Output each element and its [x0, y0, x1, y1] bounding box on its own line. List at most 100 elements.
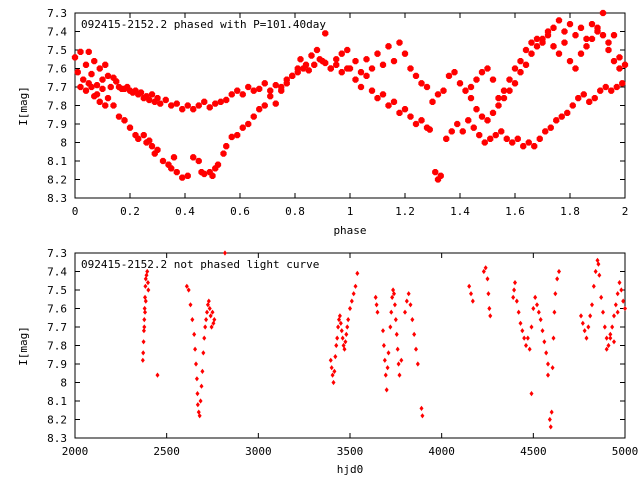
phased-data-point	[311, 61, 318, 68]
phased-x-tick-label: 0.8	[285, 205, 305, 218]
phased-data-point	[96, 65, 103, 72]
unphased-data-point	[141, 328, 146, 334]
phased-data-point	[572, 65, 579, 72]
phased-data-point	[261, 102, 268, 109]
phased-data-point	[385, 43, 392, 50]
phased-data-point	[407, 65, 414, 72]
phased-data-point	[214, 161, 222, 168]
phased-data-point	[528, 39, 535, 46]
phased-data-point	[154, 146, 161, 154]
unphased-data-point	[328, 357, 333, 363]
unphased-data-point	[588, 313, 593, 319]
phased-data-point	[173, 100, 180, 107]
unphased-x-tick-label: 2500	[153, 445, 180, 458]
phased-data-point	[159, 157, 167, 165]
unphased-data-point	[332, 368, 337, 374]
phased-data-point	[234, 131, 241, 139]
phased-data-point	[245, 83, 252, 91]
unphased-data-point	[419, 405, 424, 411]
unphased-data-point	[381, 328, 385, 334]
phased-data-point	[561, 28, 568, 35]
phased-data-point	[467, 94, 475, 102]
phased-data-point	[487, 135, 494, 142]
unphased-data-point	[184, 283, 189, 289]
phased-data-point	[597, 87, 604, 94]
phased-data-point	[88, 83, 95, 91]
unphased-data-point	[512, 287, 517, 293]
unphased-data-point	[389, 309, 394, 315]
unphased-data-point	[190, 317, 195, 323]
unphased-data-point	[142, 317, 147, 323]
unphased-points	[140, 250, 627, 430]
phased-data-point	[599, 9, 607, 17]
phased-data-point	[137, 89, 145, 96]
unphased-data-point	[393, 317, 398, 323]
unphased-data-point	[520, 328, 525, 334]
phased-data-point	[390, 57, 398, 65]
unphased-data-point	[385, 365, 390, 371]
unphased-y-tick-label: 7.7	[47, 321, 67, 334]
phased-data-point	[313, 46, 321, 54]
unphased-data-point	[201, 350, 206, 356]
phased-data-point	[148, 143, 156, 150]
unphased-x-tick-label: 3500	[337, 445, 364, 458]
unphased-data-point	[397, 372, 402, 378]
phased-data-point	[261, 80, 268, 87]
phased-data-point	[489, 109, 497, 117]
unphased-data-point	[202, 335, 207, 341]
unphased-data-point	[404, 298, 409, 304]
unphased-data-point	[196, 409, 201, 415]
phased-data-point	[179, 174, 186, 181]
phased-data-point	[506, 87, 513, 94]
phased-data-point	[85, 48, 92, 55]
unphased-data-point	[555, 276, 560, 282]
phased-data-point	[228, 133, 235, 141]
phased-data-point	[564, 109, 571, 117]
phased-data-point	[272, 100, 279, 107]
unphased-data-point	[145, 268, 150, 275]
unphased-data-point	[355, 270, 360, 276]
unphased-data-point	[396, 361, 401, 367]
phased-data-point	[470, 124, 477, 131]
phased-data-point	[602, 83, 609, 91]
unphased-data-point	[208, 313, 213, 319]
phased-data-point	[621, 61, 629, 68]
unphased-data-point	[388, 324, 393, 330]
phased-y-tick-label: 8.2	[47, 174, 67, 187]
unphased-y-axis-label: I[mag]	[17, 326, 30, 366]
phased-data-point	[489, 76, 497, 83]
phased-data-point	[583, 35, 590, 43]
phased-data-point	[503, 135, 510, 142]
unphased-data-point	[394, 331, 399, 337]
phased-x-tick-label: 1.8	[560, 205, 580, 218]
phased-data-point	[481, 139, 488, 146]
unphased-data-point	[486, 291, 491, 297]
unphased-data-point	[612, 339, 616, 345]
unphased-data-point	[141, 339, 146, 345]
phased-x-tick-label: 0.4	[175, 205, 195, 218]
phased-x-tick-label: 1.4	[450, 205, 470, 218]
unphased-data-point	[525, 335, 530, 341]
phased-y-tick-label: 7.4	[47, 26, 67, 39]
phased-data-point	[605, 46, 612, 54]
phased-data-point	[77, 83, 84, 91]
phased-data-point	[322, 30, 329, 37]
phased-data-point	[407, 113, 414, 120]
phased-data-point	[184, 172, 191, 179]
phased-data-point	[561, 39, 568, 46]
unphased-data-point	[483, 265, 488, 271]
phased-y-tick-label: 7.8	[47, 100, 67, 113]
phased-data-point	[223, 96, 230, 104]
unphased-y-tick-label: 8.2	[47, 414, 67, 427]
phased-data-point	[572, 32, 579, 39]
phased-data-point	[522, 46, 530, 54]
phased-data-point	[168, 165, 175, 172]
unphased-data-point	[331, 379, 336, 386]
unphased-data-point	[207, 305, 212, 312]
phased-x-tick-label: 1	[347, 205, 354, 218]
unphased-data-point	[604, 346, 609, 352]
phased-data-point	[610, 32, 618, 39]
phased-x-tick-label: 1.2	[395, 205, 415, 218]
unphased-data-point	[604, 335, 609, 341]
phased-data-point	[437, 172, 444, 179]
